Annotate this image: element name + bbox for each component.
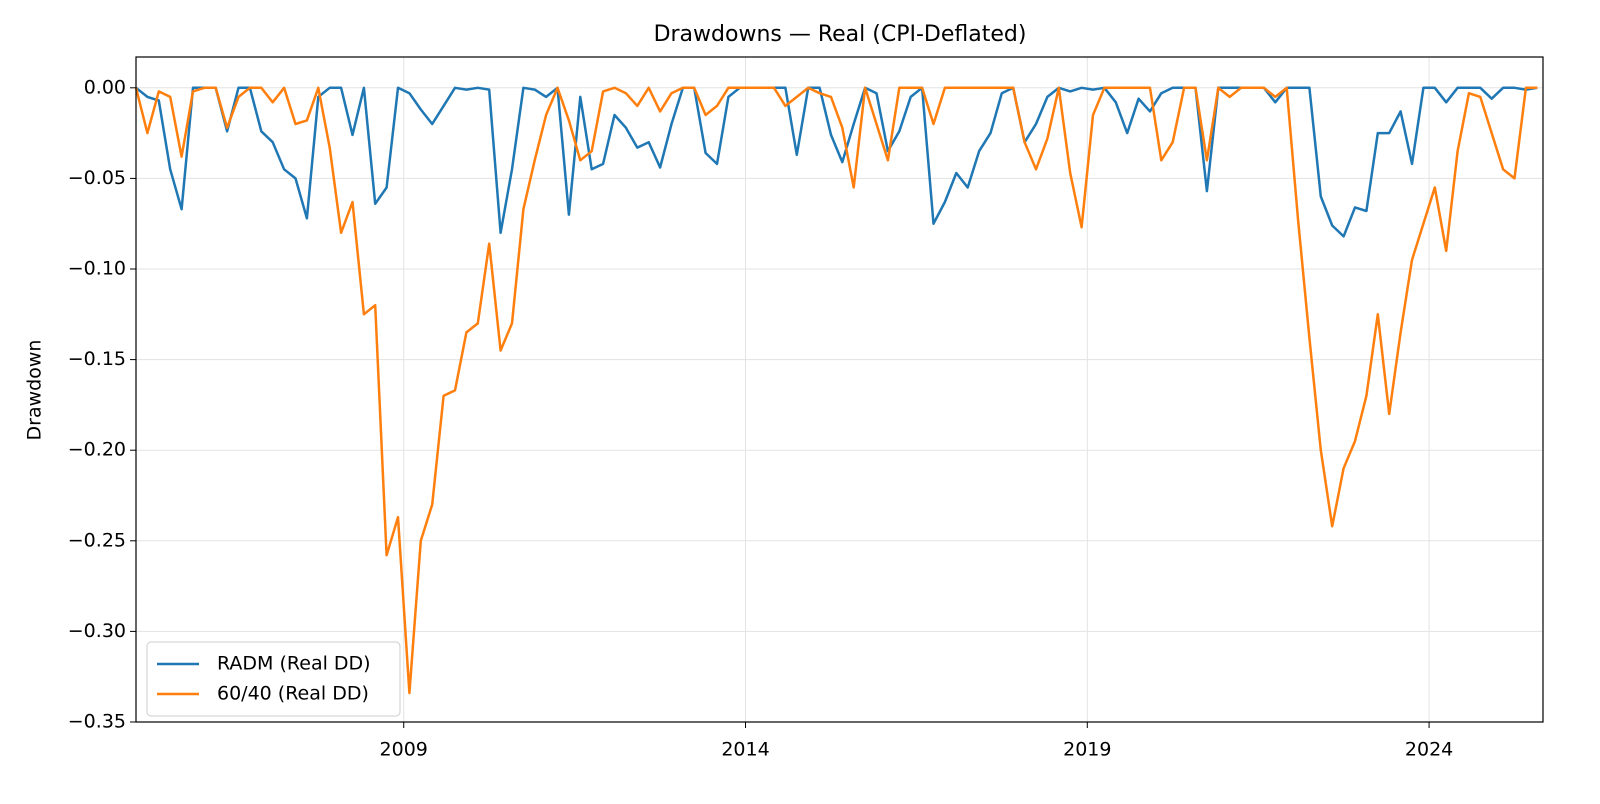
x-tick-label: 2009: [380, 739, 428, 761]
y-tick-label: −0.25: [68, 529, 126, 551]
plot-frame: [135, 56, 1544, 723]
legend-label: 60/40 (Real DD): [217, 683, 369, 705]
x-tick-label: 2014: [721, 739, 769, 761]
legend-box: [146, 641, 401, 717]
x-tick-label: 2019: [1063, 739, 1111, 761]
y-tick-label: −0.30: [68, 620, 126, 642]
y-tick-label: −0.15: [68, 348, 126, 370]
y-axis-label: Drawdown: [24, 340, 46, 441]
y-tick-label: −0.05: [68, 167, 126, 189]
x-tick-label: 2024: [1405, 739, 1453, 761]
y-tick-label: 0.00: [84, 76, 126, 98]
legend-label: RADM (Real DD): [217, 653, 371, 675]
y-tick-label: −0.20: [68, 439, 126, 461]
series-line: [134, 86, 1538, 695]
chart-title: Drawdowns — Real (CPI-Deflated): [654, 22, 1027, 47]
series-line: [135, 86, 1538, 238]
y-tick-label: −0.35: [68, 711, 126, 733]
y-tick-label: −0.10: [68, 258, 126, 280]
